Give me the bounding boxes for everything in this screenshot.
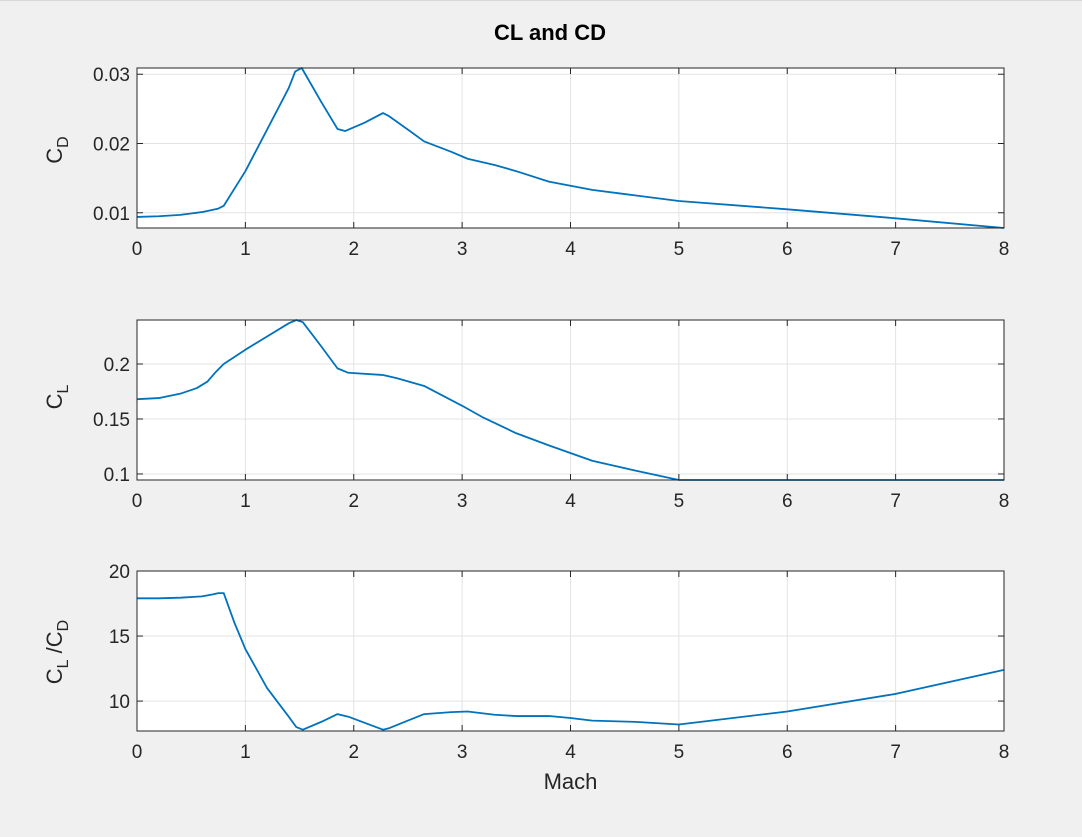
- y-axis-label-main: C: [42, 393, 67, 409]
- x-tick-label: 5: [674, 742, 685, 763]
- x-tick-label: 3: [457, 491, 468, 512]
- x-tick-label: 1: [240, 491, 251, 512]
- x-tick-label: 1: [240, 239, 251, 260]
- x-axis-label: Mach: [544, 769, 598, 794]
- y-axis-label-subscript: L: [55, 385, 72, 394]
- x-tick-label: 0: [132, 239, 143, 260]
- x-tick-label: 6: [782, 491, 793, 512]
- y-tick-label: 0.03: [93, 65, 130, 86]
- x-tick-label: 0: [132, 742, 143, 763]
- series-line: [137, 592, 1005, 731]
- y-tick-label: 0.02: [93, 134, 130, 155]
- y-axis-label-subscript: D: [55, 136, 72, 148]
- x-tick-label: 2: [348, 491, 359, 512]
- y-tick-label: 0.2: [104, 355, 130, 376]
- series-line: [136, 67, 1005, 229]
- y-tick-label: 15: [109, 627, 130, 648]
- y-axis-label-subscript-2: D: [55, 620, 72, 632]
- subplot-2: 0 1 2 3 4 5 6 7 8 0.1 0.15 0.2 CL: [42, 319, 1010, 512]
- y-axis-label-main: C: [42, 668, 67, 684]
- y-tick-label: 0.1: [104, 465, 130, 486]
- x-tick-label: 6: [782, 239, 793, 260]
- y-tick-label: 0.01: [93, 204, 130, 225]
- x-tick-label: 1: [240, 742, 251, 763]
- x-tick-label: 4: [565, 239, 576, 260]
- x-tick-label: 8: [999, 742, 1010, 763]
- y-axis-label: CL: [42, 385, 72, 410]
- y-axis-label: CD: [42, 136, 72, 163]
- x-tick-label: 3: [457, 742, 468, 763]
- x-tick-label: 8: [999, 239, 1010, 260]
- x-tick-label: 4: [565, 491, 576, 512]
- x-tick-label: 7: [890, 742, 901, 763]
- x-tick-label: 0: [132, 491, 143, 512]
- figure-title: CL and CD: [494, 20, 606, 45]
- y-axis-label-main: C: [42, 148, 67, 164]
- y-axis-label: CL /CD: [42, 620, 72, 684]
- y-tick-label: 20: [109, 562, 130, 583]
- y-axis-label-subscript: L: [55, 659, 72, 668]
- series-line: [136, 319, 1004, 481]
- y-tick-label: 0.15: [93, 410, 130, 431]
- x-tick-label: 5: [674, 239, 685, 260]
- x-tick-label: 5: [674, 491, 685, 512]
- x-tick-label: 6: [782, 742, 793, 763]
- x-tick-label: 7: [890, 239, 901, 260]
- x-tick-label: 7: [890, 491, 901, 512]
- x-tick-label: 4: [565, 742, 576, 763]
- subplot-3: 0 1 2 3 4 5 6 7 8 10 15 20 CL /CD Mach: [42, 562, 1009, 794]
- x-tick-label: 2: [348, 239, 359, 260]
- y-tick-label: 10: [109, 692, 130, 713]
- x-tick-label: 8: [999, 491, 1010, 512]
- y-axis-label-mid: /C: [42, 631, 67, 659]
- window-top-border: [0, 0, 1082, 1]
- subplot-1: 0 1 2 3 4 5 6 7 8 0.01 0.02 0.03 CD: [42, 65, 1009, 260]
- x-tick-label: 3: [457, 239, 468, 260]
- x-tick-label: 2: [348, 742, 359, 763]
